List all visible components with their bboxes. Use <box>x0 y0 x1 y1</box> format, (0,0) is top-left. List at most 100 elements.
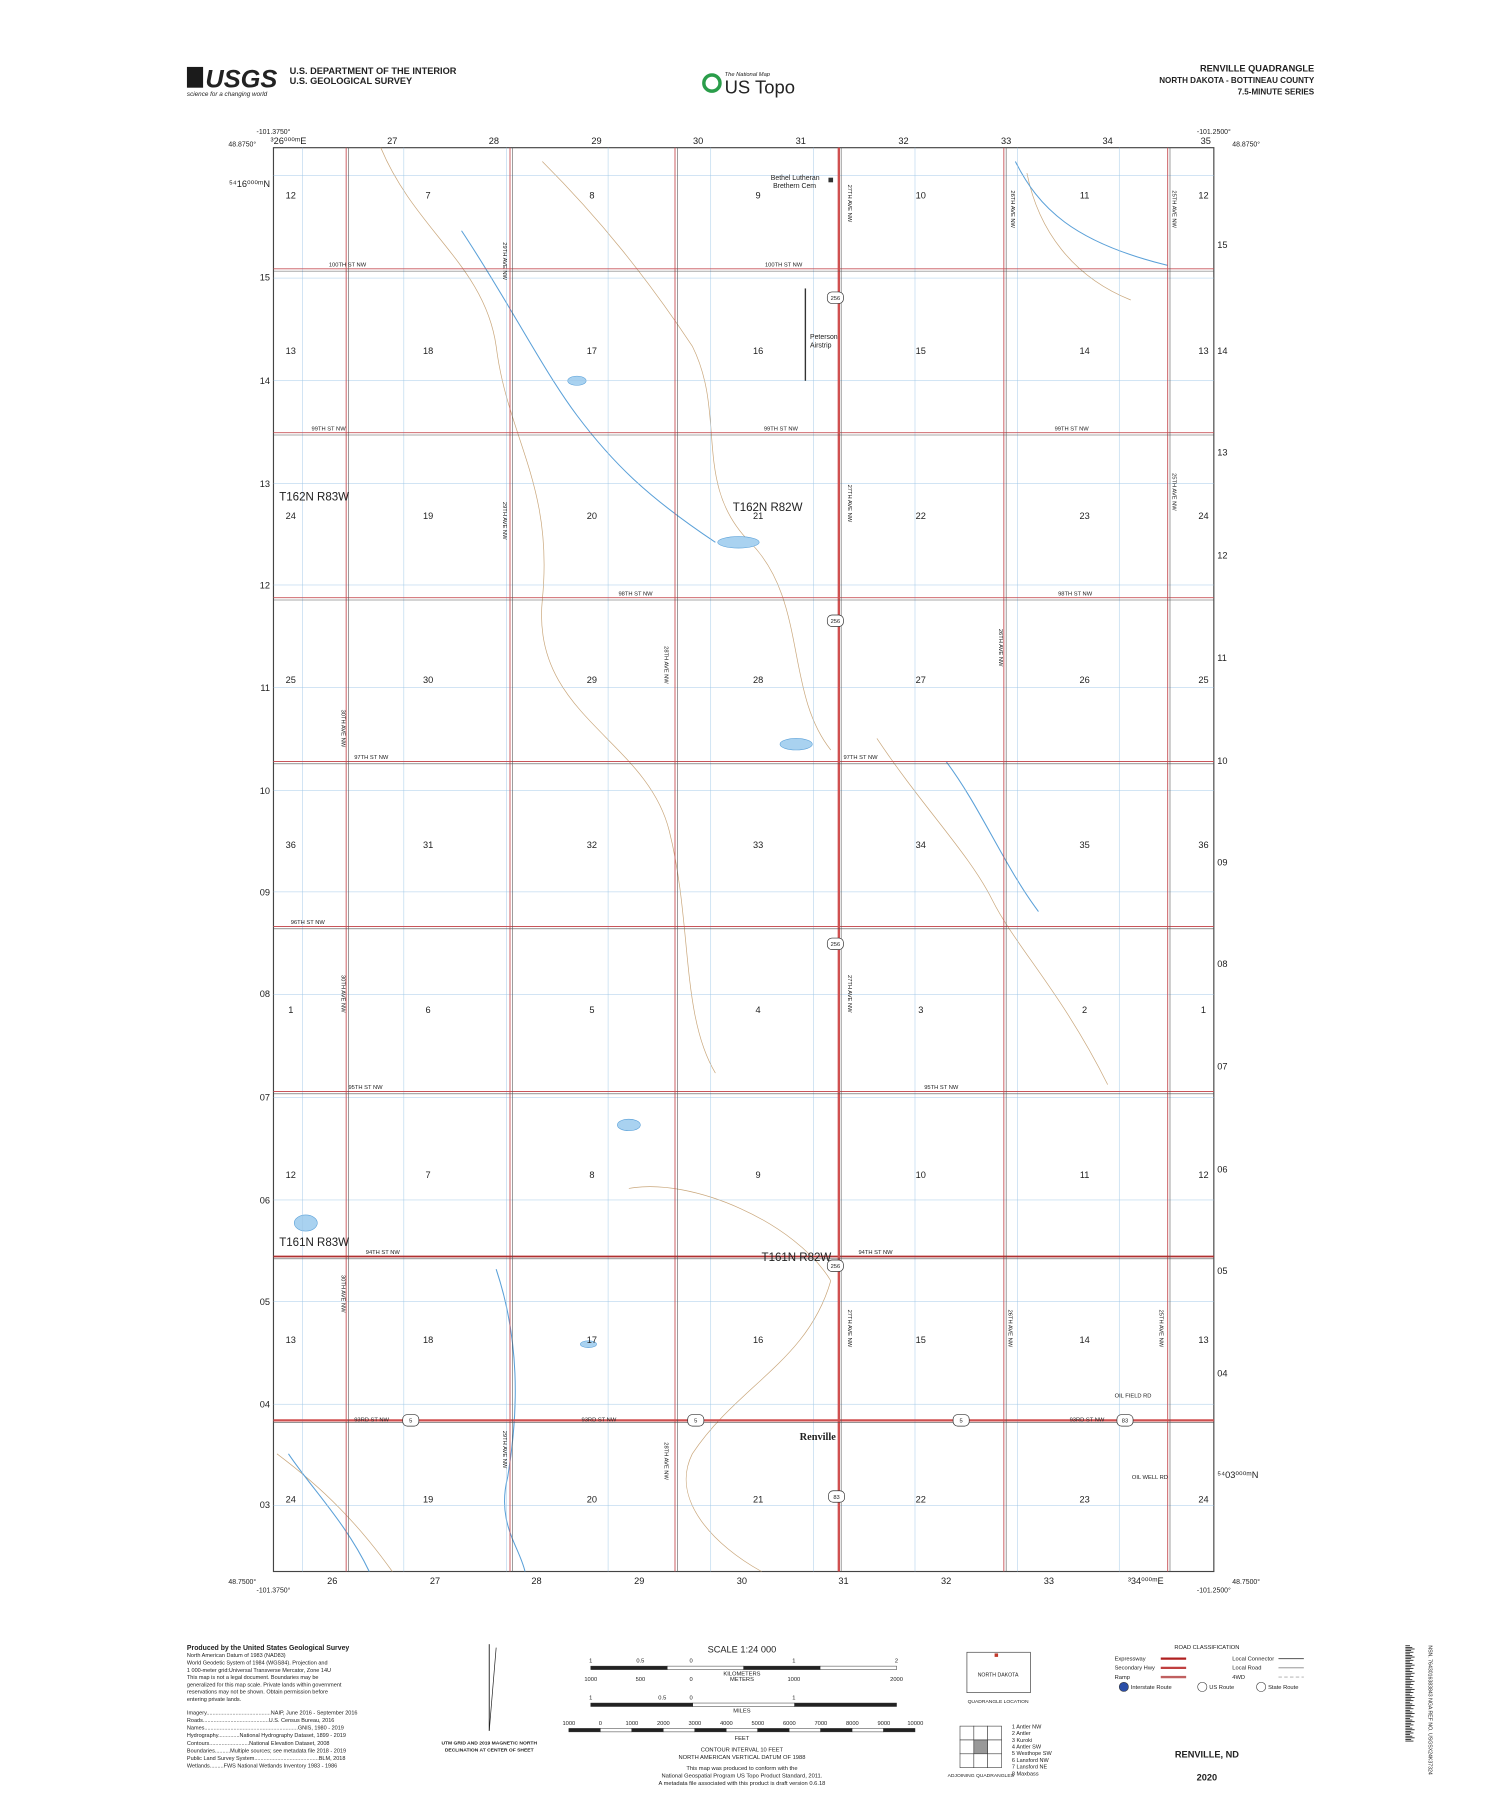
state-label: NORTH DAKOTA <box>978 1673 1019 1679</box>
road-label: 97TH ST NW <box>843 755 878 761</box>
road-label: 99TH ST NW <box>764 426 799 432</box>
scale-label: 500 <box>636 1677 646 1683</box>
section-number: 24 <box>286 1494 296 1504</box>
section-number: 32 <box>587 840 597 850</box>
utm-tick-label: 33 <box>1044 1576 1054 1586</box>
route-shield <box>826 614 844 627</box>
corner-coordinate: -101.2500° <box>1197 128 1231 136</box>
credit-line: Wetlands.........FWS National Wetlands I… <box>187 1764 337 1770</box>
road-label: 30TH AVE NW <box>340 975 346 1013</box>
road-label: 30TH AVE NW <box>340 1275 346 1313</box>
route-shield <box>952 1414 970 1427</box>
utm-tick-label: 09 <box>260 887 270 897</box>
utm-tick-label: 13 <box>1217 448 1227 458</box>
credit-line: generalized for this map scale. Private … <box>187 1682 342 1688</box>
section-number: 11 <box>1080 190 1090 200</box>
township-label: T161N R83W <box>279 1237 349 1249</box>
barcode-bar <box>1405 1730 1412 1732</box>
legend-label: Ramp <box>1115 1675 1130 1681</box>
note-line: A metadata file associated with this pro… <box>659 1781 826 1787</box>
barcode-bar <box>1405 1666 1412 1668</box>
scale-bar <box>692 1702 795 1707</box>
section-number: 9 <box>756 190 761 200</box>
corner-coordinate: -101.3750° <box>257 1586 291 1594</box>
road-label: 100TH ST NW <box>765 263 803 269</box>
section-number: 34 <box>916 840 926 850</box>
road-label: 98TH ST NW <box>618 591 653 597</box>
route-number: 256 <box>831 1264 841 1270</box>
barcode-bar <box>1405 1722 1412 1724</box>
barcode-bar <box>1405 1671 1413 1673</box>
barcode-bar <box>1405 1721 1415 1723</box>
barcode-bar <box>1405 1663 1413 1664</box>
scale-label: 0 <box>690 1659 693 1665</box>
section-number: 12 <box>286 190 296 200</box>
utm-tick-label: 28 <box>531 1576 541 1586</box>
utm-tick-label: 28 <box>489 136 499 146</box>
scale-label: 1 <box>589 1659 592 1665</box>
state-outline <box>966 1651 1031 1694</box>
declination-note: UTM GRID AND 2019 MAGNETIC NORTH <box>441 1741 537 1747</box>
utm-tick-label: 07 <box>260 1093 270 1103</box>
barcode-bar <box>1405 1682 1412 1684</box>
utm-tick-label: 08 <box>260 989 270 999</box>
credit-line: Hydrography..............National Hydrog… <box>187 1733 346 1739</box>
road-label: 93RD ST NW <box>354 1418 389 1424</box>
utm-tick-label: 05 <box>1217 1266 1227 1276</box>
section-number: 1 <box>1201 1005 1206 1015</box>
scale-label: 6000 <box>783 1721 796 1727</box>
road-label: 93RD ST NW <box>1070 1418 1105 1424</box>
route-number: 83 <box>1122 1419 1128 1425</box>
section-number: 18 <box>423 1335 433 1345</box>
barcode-bar <box>1405 1732 1414 1734</box>
road-label: 99TH ST NW <box>1055 426 1090 432</box>
section-number: 13 <box>1198 346 1208 356</box>
pond <box>617 1118 641 1132</box>
section-number: 14 <box>1079 346 1089 356</box>
utm-tick-label: 12 <box>260 580 270 590</box>
section-number: 31 <box>423 840 433 850</box>
barcode-bar <box>1405 1688 1415 1690</box>
barcode-bar <box>1405 1669 1410 1671</box>
barcode-bar <box>1405 1684 1414 1685</box>
scale-label: 2 <box>895 1659 898 1665</box>
scale-label: 7000 <box>814 1721 827 1727</box>
scale-label: 1000 <box>625 1721 638 1727</box>
barcode-bar <box>1405 1692 1414 1694</box>
road-label: 94TH ST NW <box>366 1250 401 1256</box>
utm-tick-label: 27 <box>387 136 397 146</box>
utm-tick-label: 13 <box>260 479 270 489</box>
scale-label: 8000 <box>846 1721 859 1727</box>
grid <box>273 147 1214 1572</box>
utm-tick-label: 14 <box>260 376 270 386</box>
road-label: 30TH AVE NW <box>340 710 346 748</box>
scale-bar <box>666 1665 744 1670</box>
corner-coordinate: -101.3750° <box>257 128 291 136</box>
section-number: 20 <box>587 511 597 521</box>
section-number: 3 <box>918 1005 923 1015</box>
road-label: 26TH AVE NW <box>1006 1310 1012 1348</box>
barcode-bar <box>1405 1695 1413 1697</box>
barcode-bar <box>1405 1706 1412 1708</box>
credit-line: Names...................................… <box>187 1726 344 1732</box>
barcode-bar <box>1405 1726 1410 1727</box>
logo-mark <box>186 66 204 88</box>
usgs-logo <box>186 66 204 88</box>
road-label: 27TH AVE NW <box>846 1310 852 1348</box>
pond <box>293 1214 318 1232</box>
route-shield <box>828 1490 845 1503</box>
scale-label: 0 <box>690 1696 693 1702</box>
barcode-bar <box>1405 1737 1415 1739</box>
barcode-bar <box>1405 1685 1410 1687</box>
declination-note: DECLINATION AT CENTER OF SHEET <box>445 1748 534 1754</box>
note-line: This map was produced to conform with th… <box>686 1766 797 1772</box>
road-label: 25TH AVE NW <box>1170 190 1176 228</box>
section-number: 30 <box>423 675 433 685</box>
scale-bar <box>743 1665 821 1670</box>
barcode-bar <box>1405 1727 1413 1729</box>
route-symbol <box>1118 1681 1129 1692</box>
section-number: 12 <box>1198 1170 1208 1180</box>
legend-label: Local Connector <box>1232 1656 1274 1662</box>
township-label: T162N R83W <box>279 492 349 504</box>
section-number: 7 <box>426 190 431 200</box>
